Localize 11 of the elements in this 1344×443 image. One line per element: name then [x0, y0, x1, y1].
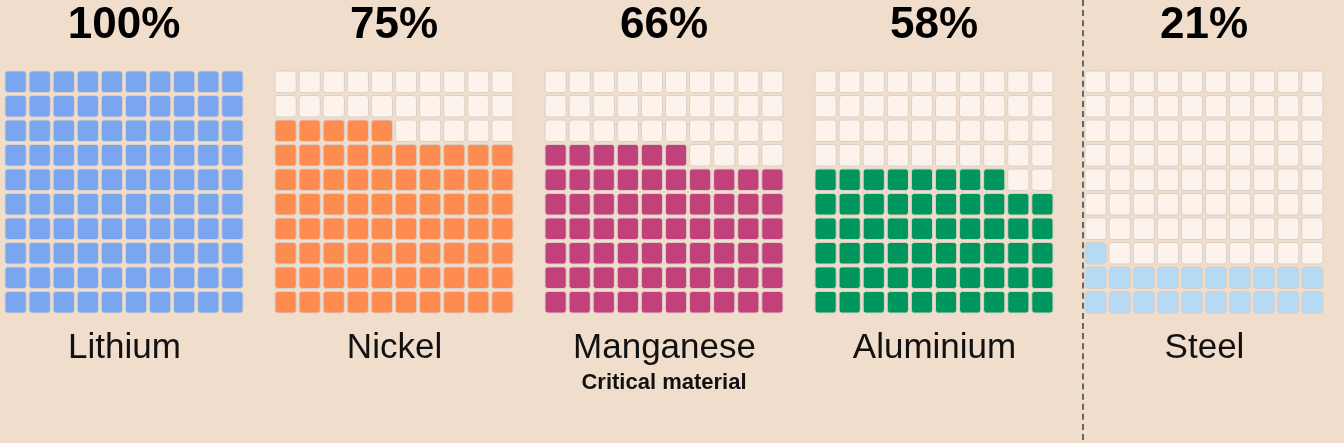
category-label: Steel	[1164, 325, 1245, 365]
data-label: 75%	[349, 0, 439, 47]
text: Critical material	[581, 369, 747, 394]
category-label: Aluminium	[852, 325, 1017, 365]
data-label: 58%	[889, 0, 979, 47]
category-label: Nickel	[346, 325, 443, 365]
data-label: 100%	[67, 0, 181, 47]
data-label: 21%	[1159, 0, 1249, 47]
category-label: Manganese	[573, 325, 756, 365]
category-label: Lithium	[68, 325, 181, 365]
data-label: 66%	[619, 0, 709, 47]
